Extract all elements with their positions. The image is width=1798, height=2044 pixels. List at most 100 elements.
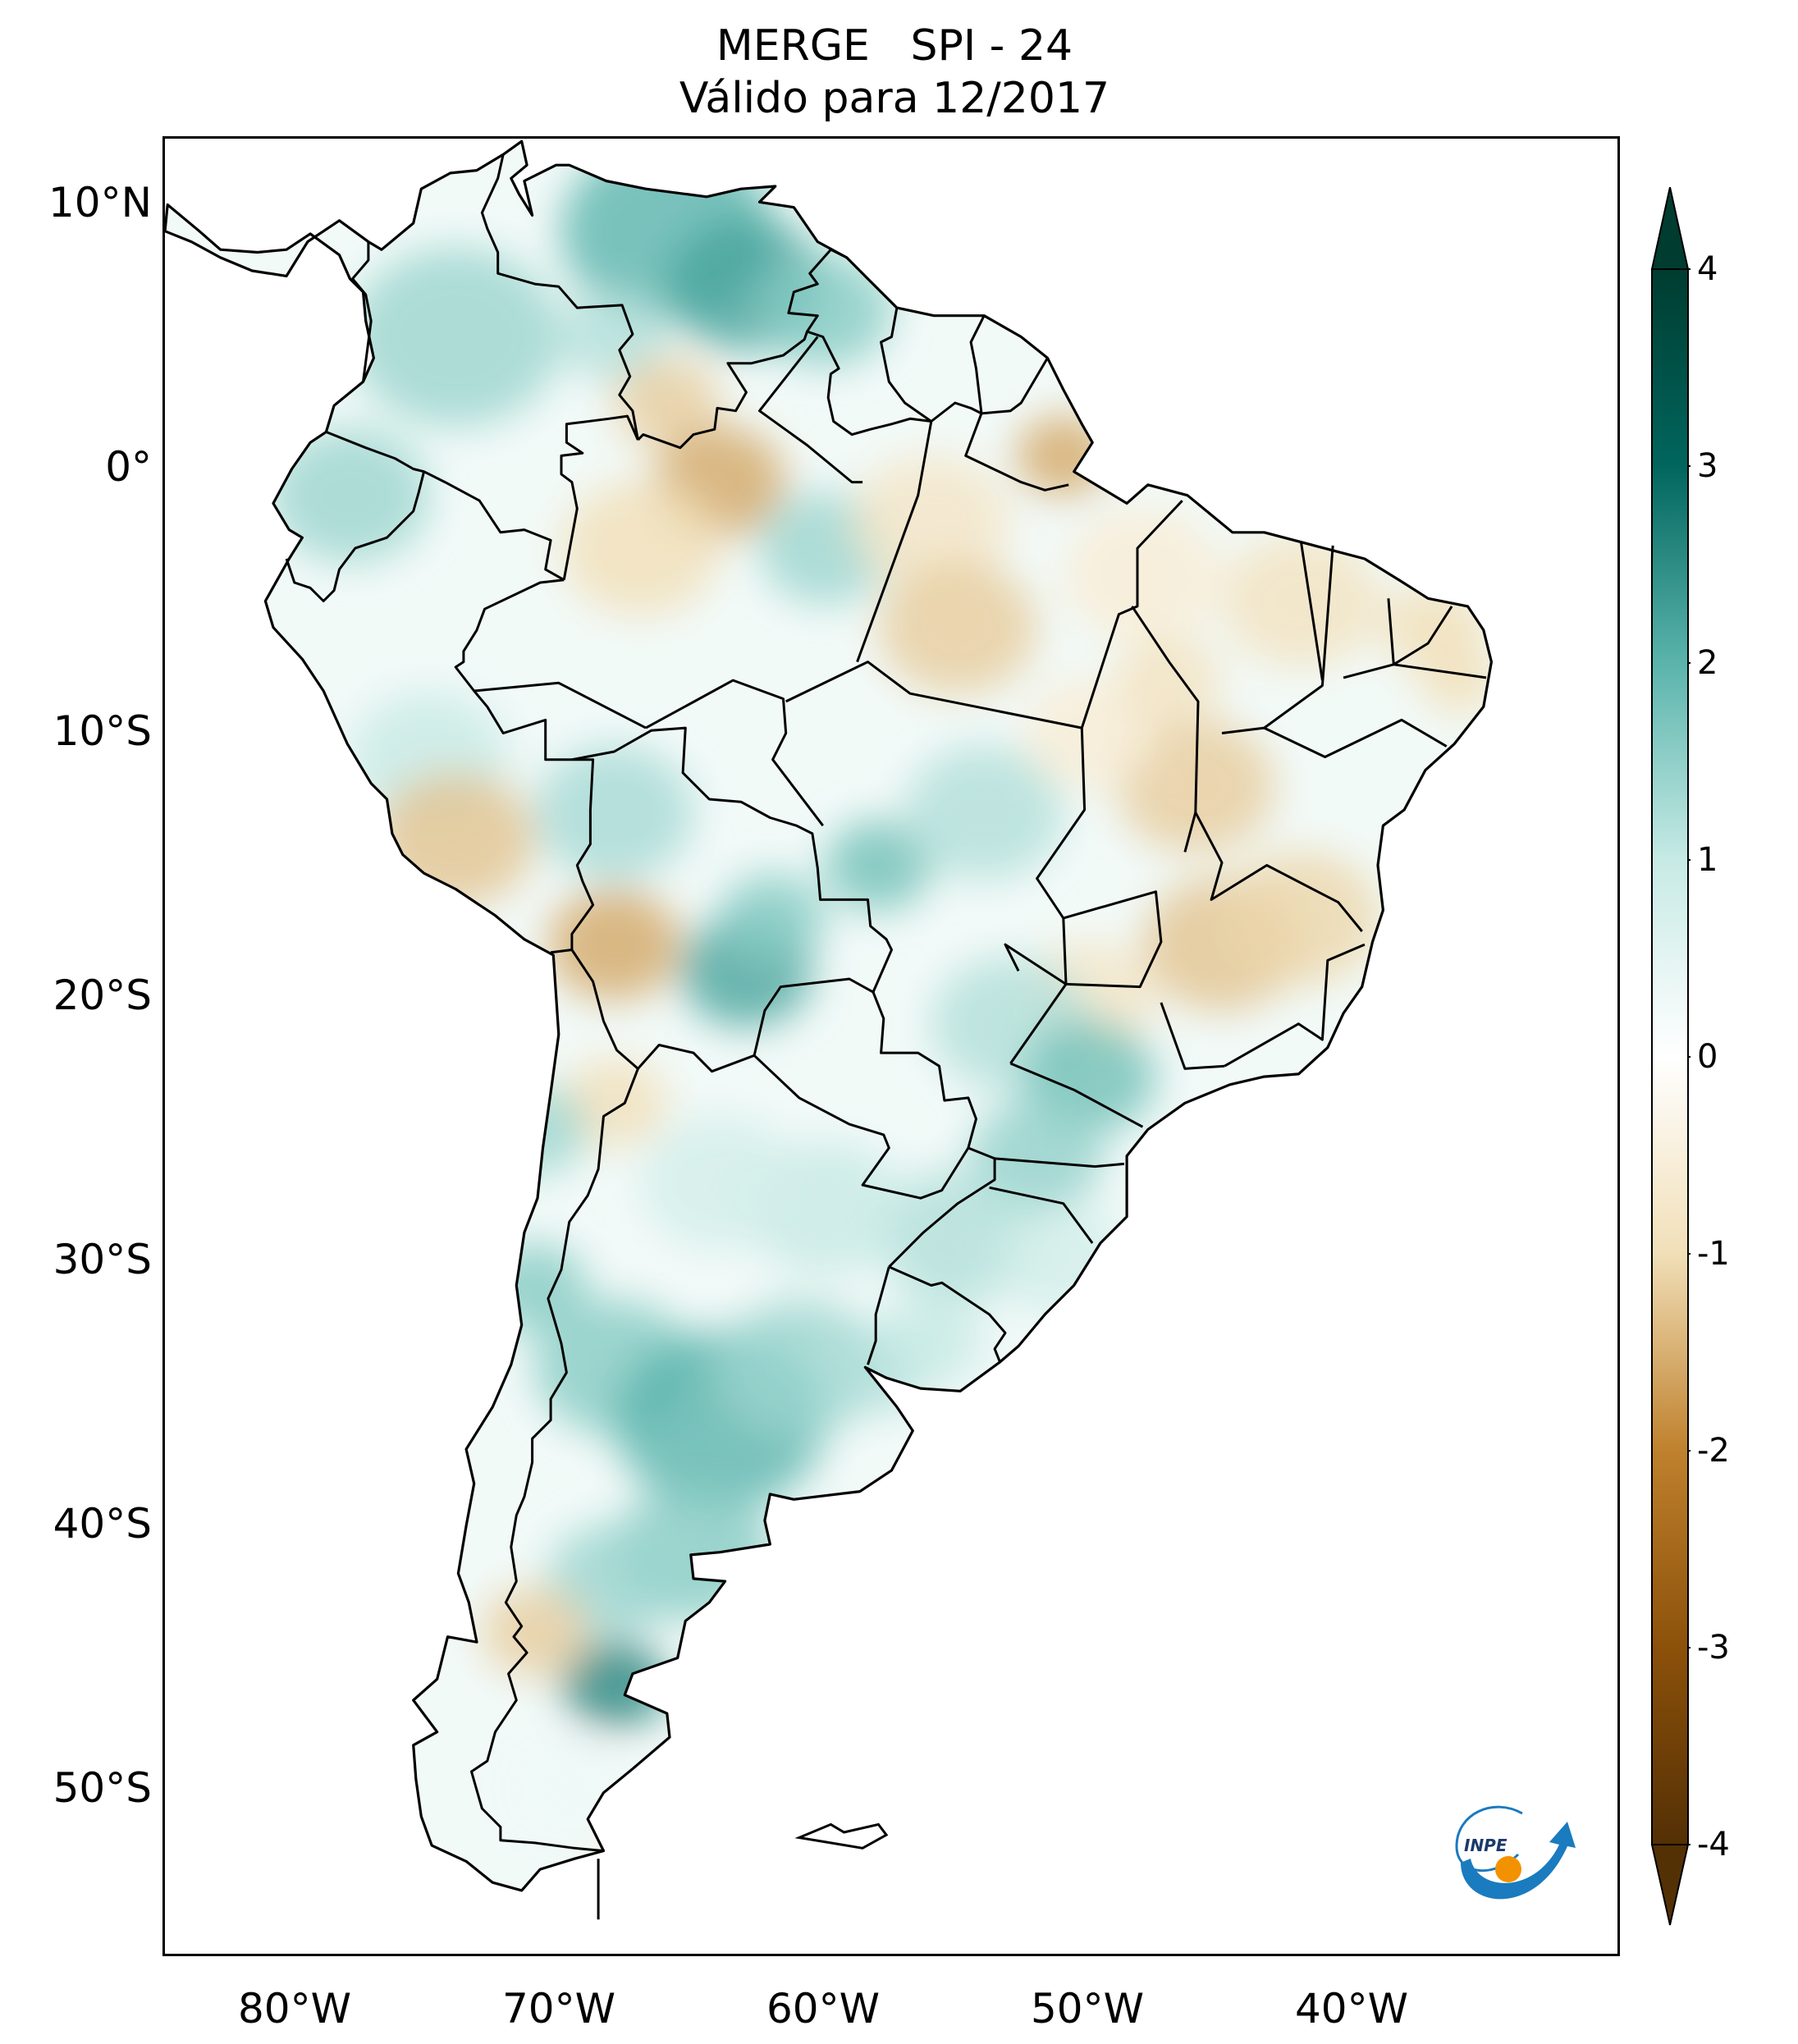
anomaly-patch bbox=[826, 820, 931, 911]
map-canvas bbox=[165, 139, 1493, 1920]
border-line bbox=[1221, 545, 1334, 734]
border-line bbox=[285, 471, 426, 602]
border-line bbox=[645, 679, 824, 827]
border-line bbox=[930, 401, 982, 423]
land-fill bbox=[165, 141, 1492, 1891]
border-line bbox=[1009, 1062, 1144, 1128]
latitude-tick-label: 50°S bbox=[53, 1763, 152, 1812]
border-line bbox=[1224, 943, 1366, 1068]
border-line bbox=[1131, 606, 1200, 853]
longitude-tick-label: 70°W bbox=[501, 1985, 616, 2033]
border-line bbox=[989, 1186, 1094, 1244]
colorbar-tick-label: 3 bbox=[1697, 447, 1718, 485]
anomaly-patch bbox=[720, 873, 826, 963]
colorbar-extend-min bbox=[1650, 1844, 1690, 1926]
border-line bbox=[994, 1157, 1125, 1168]
latitude-tick-label: 10°S bbox=[53, 706, 152, 755]
colorbar-tick-label: -4 bbox=[1697, 1826, 1730, 1863]
anomaly-patch bbox=[614, 358, 721, 448]
logo-text: INPE bbox=[1464, 1836, 1507, 1855]
anomaly-patch bbox=[561, 1058, 667, 1149]
chart-title-line2: Válido para 12/2017 bbox=[679, 74, 1110, 123]
colorbar-extend-max bbox=[1650, 187, 1690, 270]
anomaly-patch bbox=[376, 771, 535, 907]
border-line bbox=[880, 307, 932, 423]
anomaly-patch bbox=[561, 1639, 667, 1730]
anomaly-patch bbox=[482, 1586, 588, 1677]
anomaly-patch bbox=[561, 291, 667, 382]
border-line bbox=[1387, 598, 1395, 665]
border-line bbox=[637, 248, 848, 450]
border-line bbox=[470, 1068, 639, 1853]
colorbar-tick-label: 1 bbox=[1697, 841, 1718, 879]
border-line bbox=[474, 681, 647, 729]
border-line bbox=[1080, 500, 1183, 729]
border-line bbox=[856, 421, 933, 663]
colorbar-tick-label: -3 bbox=[1697, 1629, 1730, 1667]
logo-orbit bbox=[1455, 1805, 1523, 1873]
border-line bbox=[1393, 606, 1453, 666]
colorbar-ticks bbox=[1688, 268, 1690, 1845]
anomaly-patch bbox=[1023, 677, 1156, 789]
colorbar-scale bbox=[1651, 268, 1689, 1845]
map-panel bbox=[162, 136, 1620, 1956]
anomaly-patch bbox=[561, 481, 721, 616]
longitude-tick-label: 40°W bbox=[1294, 1985, 1409, 2033]
border-line bbox=[1009, 983, 1068, 1064]
border-line bbox=[969, 315, 986, 414]
anomaly-patch bbox=[547, 888, 680, 1001]
latitude-tick-label: 20°S bbox=[53, 971, 152, 1019]
border-line bbox=[550, 758, 595, 954]
latitude-tick-label: 40°S bbox=[53, 1499, 152, 1548]
inpe-logo: INPE bbox=[1455, 1805, 1576, 1900]
border-line bbox=[785, 661, 1082, 729]
anomaly-patch bbox=[547, 1522, 680, 1635]
coastline bbox=[165, 139, 1493, 1892]
border-line bbox=[981, 357, 1049, 415]
anomaly-patch bbox=[720, 1300, 879, 1435]
border-line bbox=[325, 431, 565, 582]
anomaly-patch bbox=[350, 247, 561, 427]
anomaly-patch bbox=[1116, 635, 1222, 725]
border-line bbox=[1263, 718, 1448, 758]
chart-title-line1: MERGE SPI - 24 bbox=[716, 21, 1073, 71]
border-line bbox=[1194, 812, 1363, 932]
longitude-tick-label: 60°W bbox=[766, 1985, 881, 2033]
border-line bbox=[807, 330, 931, 437]
longitude-tick-label: 80°W bbox=[237, 1985, 352, 2033]
border-line bbox=[758, 336, 863, 484]
border-line bbox=[454, 578, 572, 761]
border-line bbox=[570, 949, 639, 1070]
anomaly-patch bbox=[1063, 507, 1222, 642]
anomaly-patch bbox=[1222, 533, 1381, 669]
longitude-tick-label: 50°W bbox=[1030, 1985, 1145, 2033]
border-line bbox=[888, 1265, 1007, 1363]
latitude-tick-label: 30°S bbox=[53, 1235, 152, 1283]
country-borders bbox=[285, 153, 1487, 1920]
colorbar-tick-label: 4 bbox=[1697, 250, 1718, 288]
anomaly-patch bbox=[878, 1296, 985, 1386]
logo-dot bbox=[1495, 1856, 1521, 1882]
border-line bbox=[888, 1146, 996, 1268]
latitude-tick-label: 10°N bbox=[48, 178, 152, 226]
colorbar-tick-label: 0 bbox=[1697, 1038, 1718, 1076]
anomaly-patch bbox=[640, 1114, 799, 1250]
anomaly-patch bbox=[904, 745, 1064, 880]
border-line bbox=[571, 726, 893, 993]
island bbox=[794, 1822, 889, 1850]
border-line bbox=[1160, 1002, 1225, 1070]
anomaly-patch bbox=[534, 745, 693, 880]
anomaly-patch bbox=[997, 1205, 1130, 1318]
colorbar bbox=[1650, 187, 1690, 1926]
anomaly-patch bbox=[270, 428, 429, 563]
border-line bbox=[480, 153, 639, 441]
anomaly-patch bbox=[1420, 647, 1492, 715]
border-line bbox=[753, 1054, 970, 1200]
anomaly-patch bbox=[588, 1824, 693, 1891]
spi-anomaly-layer bbox=[270, 141, 1492, 1891]
border-line bbox=[1300, 542, 1324, 681]
islands bbox=[794, 1822, 889, 1850]
border-line bbox=[560, 414, 639, 580]
border-line bbox=[872, 991, 977, 1149]
border-line bbox=[964, 413, 1069, 492]
